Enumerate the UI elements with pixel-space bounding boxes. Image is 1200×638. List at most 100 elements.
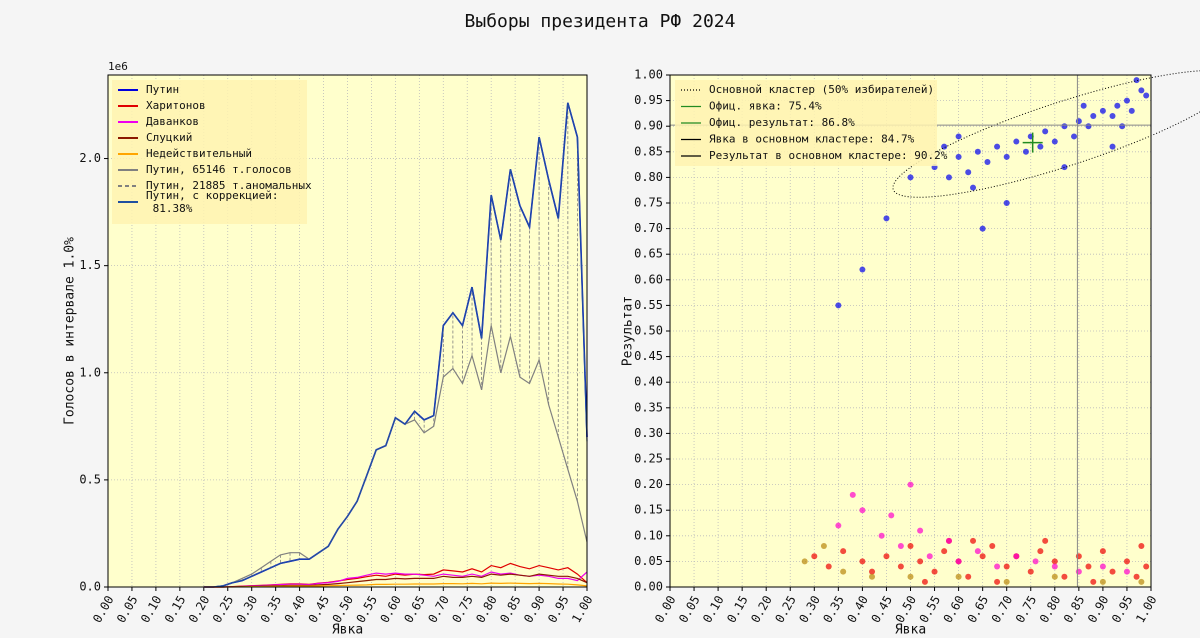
point (1003, 200, 1010, 206)
legend-label-line: 81.38% (146, 202, 193, 215)
y-tick-label: 0.0 (79, 580, 101, 594)
x-tick-label: 1.00 (1133, 593, 1160, 625)
x-tick-label: 0.00 (652, 593, 679, 625)
x-tick-label: 0.60 (377, 593, 404, 625)
point (989, 543, 996, 550)
point (1138, 87, 1145, 94)
plot-frame (107, 74, 588, 588)
legend-label: Явка в основном кластере: 84.7% (709, 133, 915, 146)
x-tick-label: 0.35 (258, 593, 285, 625)
x-tick-label: 0.50 (893, 593, 920, 625)
point (835, 522, 842, 529)
point (994, 578, 1001, 585)
point (859, 558, 866, 565)
point (970, 537, 977, 544)
point (907, 481, 914, 488)
y-tick-label: 0.70 (634, 221, 663, 235)
point (1032, 558, 1039, 565)
point (1022, 148, 1029, 155)
point (1037, 548, 1044, 555)
point (820, 543, 827, 550)
legend-label: Путин, 21885 т.аномальных (146, 179, 312, 192)
x-tick-label: 0.30 (234, 593, 261, 625)
point (955, 153, 962, 160)
point (945, 174, 952, 181)
point (1085, 123, 1092, 130)
x-tick-label: 0.20 (748, 593, 775, 625)
x-tick-label: 0.90 (521, 593, 548, 625)
legend-box (112, 80, 307, 224)
point (1123, 97, 1130, 104)
point (897, 543, 904, 550)
figure-title: Выборы президента РФ 2024 (465, 11, 736, 32)
x-tick-label: 0.25 (772, 593, 799, 625)
point (955, 573, 962, 580)
point (945, 537, 952, 544)
x-tick-label: 0.05 (676, 593, 703, 625)
x-tick-label: 0.40 (282, 593, 309, 625)
point (1051, 573, 1058, 580)
x-tick-label: 0.05 (114, 593, 141, 625)
point (1143, 563, 1150, 570)
series-line (203, 582, 588, 588)
point (1061, 123, 1068, 130)
x-tick-label: 0.00 (90, 593, 117, 625)
point (941, 548, 948, 555)
x-tick-label: 0.10 (138, 593, 165, 625)
x-axis-label: Явка (332, 623, 363, 638)
point (869, 573, 876, 580)
legend-label: Недействительный (146, 147, 252, 160)
point (1090, 578, 1097, 585)
point (984, 159, 991, 166)
legend-label: Даванков (146, 115, 199, 128)
y-tick-label: 0.85 (634, 144, 663, 158)
series-line (203, 102, 588, 588)
point (859, 266, 866, 273)
y-tick-label: 0.05 (634, 554, 663, 568)
point (1085, 563, 1092, 570)
legend-label: Харитонов (146, 99, 206, 112)
y-tick-label: 0.20 (634, 477, 663, 491)
x-tick-label: 0.40 (844, 593, 871, 625)
point (917, 558, 924, 565)
point (1042, 537, 1049, 544)
point (931, 568, 938, 575)
x-tick-label: 0.85 (497, 593, 524, 625)
point (955, 133, 962, 140)
x-tick-label: 0.55 (917, 593, 944, 625)
point (994, 143, 1001, 150)
point (811, 553, 818, 560)
x-tick-label: 0.15 (162, 593, 189, 625)
y-tick-label: 1.5 (79, 258, 101, 272)
point (883, 215, 890, 222)
y-tick-label: 0.50 (634, 324, 663, 338)
point (1128, 107, 1135, 114)
point (825, 563, 832, 570)
point (1027, 568, 1034, 575)
point (979, 225, 986, 232)
legend-label: Путин, с коррекцией: 81.38% (146, 189, 278, 215)
point (1075, 118, 1082, 125)
point (994, 563, 1001, 570)
point (840, 548, 847, 555)
axis-offset: 1e6 (108, 60, 128, 73)
y-tick-label: 0.10 (634, 528, 663, 542)
point (878, 532, 885, 539)
point (1003, 578, 1010, 585)
x-axis-label: Явка (895, 623, 926, 638)
y-tick-label: 1.00 (634, 68, 663, 82)
y-tick-label: 0.25 (634, 452, 663, 466)
point (1061, 573, 1068, 580)
point (1051, 558, 1058, 565)
legend: Путин Харитонов Даванков Слуцкий Недействите… (112, 80, 312, 224)
y-tick-label: 0.60 (634, 272, 663, 286)
point (849, 491, 856, 498)
x-tick-label: 0.75 (449, 593, 476, 625)
point (859, 507, 866, 514)
x-tick-label: 0.95 (1109, 593, 1136, 625)
y-tick-label: 1.0 (79, 365, 101, 379)
point (1003, 153, 1010, 160)
point (869, 568, 876, 575)
x-tick-label: 0.45 (869, 593, 896, 625)
